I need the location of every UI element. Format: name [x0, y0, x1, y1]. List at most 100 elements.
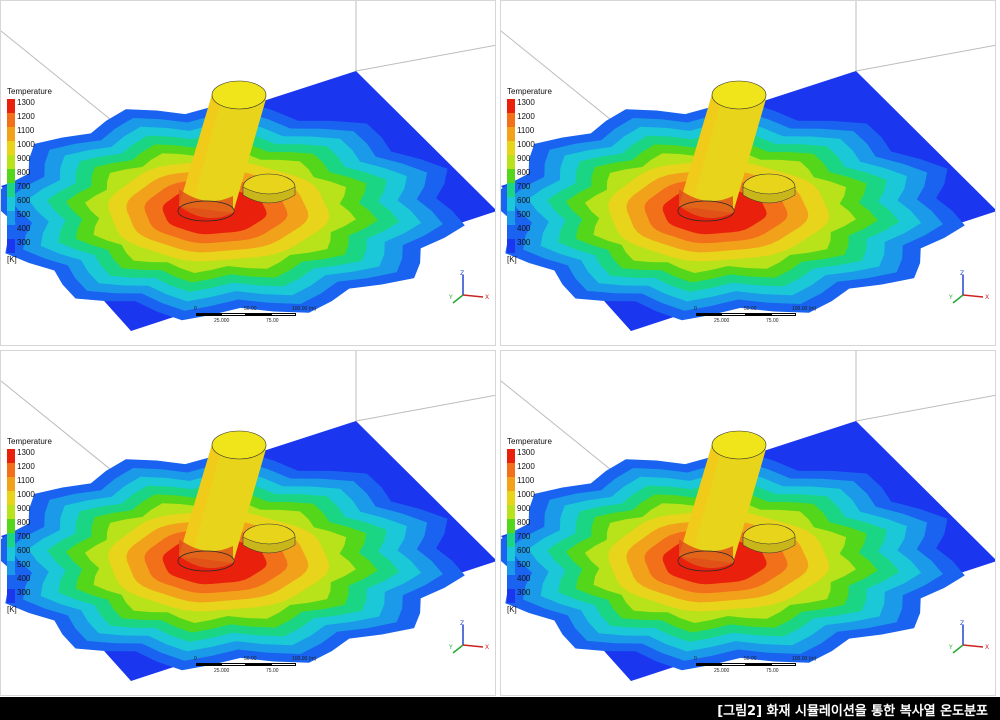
- scale-label-50: 50.00: [744, 306, 757, 312]
- temperature-legend: Temperature 1300 1200 1100 1000 900 800 700 600…: [507, 87, 552, 264]
- legend-color-band: [7, 589, 15, 603]
- scale-label-75: 75.00: [766, 318, 779, 324]
- side-disk: [242, 523, 296, 554]
- side-disk: [742, 523, 796, 554]
- legend-tick-label: 400: [17, 224, 31, 233]
- legend-tick-label: 600: [517, 546, 531, 555]
- temperature-legend: Temperature 1300 1200 1100 1000 900 800 700 600…: [507, 437, 552, 614]
- legend-color-band: [507, 127, 515, 141]
- scale-label-25: 25.000: [714, 318, 730, 324]
- scale-bar: 0 50.00 100.00 (m) 25.000 75.00: [694, 656, 826, 678]
- panel-bottom-right: Temperature 1300 1200 1100 1000 900 800 700 600…: [500, 350, 996, 696]
- axis-z-label: Z: [960, 620, 964, 627]
- thermal-scene: [1, 351, 495, 681]
- scale-label-100: 100.00 (m): [292, 306, 317, 312]
- legend-tick-label: 1100: [17, 476, 35, 485]
- legend-color-band: [507, 183, 515, 197]
- legend-color-band: [7, 547, 15, 561]
- scale-label-75: 75.00: [766, 668, 779, 674]
- legend-tick-label: 1300: [17, 98, 35, 107]
- legend-tick-label: 300: [17, 588, 31, 597]
- panel-top-right: Temperature 1300 1200 1100 1000 900 800 700 600…: [500, 0, 996, 346]
- legend-color-band: [7, 477, 15, 491]
- legend-color-band: [7, 463, 15, 477]
- legend-tick-label: 1200: [17, 112, 35, 121]
- scale-label-100: 100.00 (m): [792, 656, 817, 662]
- panel-bottom-left: Temperature 1300 1200 1100 1000 900 800 700 600…: [0, 350, 496, 696]
- legend-tick-label: 1300: [517, 448, 535, 457]
- legend-color-band: [7, 519, 15, 533]
- legend-color-band: [7, 533, 15, 547]
- thermal-scene: [1, 1, 495, 331]
- legend-tick-label: 900: [517, 504, 531, 513]
- legend-tick-label: 700: [17, 182, 31, 191]
- legend-tick-label: 500: [517, 560, 531, 569]
- legend-color-band: [507, 141, 515, 155]
- legend-color-band: [507, 491, 515, 505]
- scale-bar: 0 50.00 100.00 (m) 25.000 75.00: [194, 656, 326, 678]
- legend-color-band: [507, 547, 515, 561]
- legend-color-band: [7, 113, 15, 127]
- legend-tick-label: 700: [17, 532, 31, 541]
- legend-unit: [K]: [7, 255, 17, 264]
- legend-color-band: [507, 155, 515, 169]
- legend-title: Temperature: [507, 87, 552, 96]
- legend-color-band: [507, 463, 515, 477]
- legend-tick-label: 700: [517, 182, 531, 191]
- legend-tick-label: 1000: [517, 490, 535, 499]
- scale-label-0: 0: [694, 306, 697, 312]
- legend-color-band: [7, 211, 15, 225]
- legend-tick-label: 1200: [517, 462, 535, 471]
- scale-bar: 0 50.00 100.00 (m) 25.000 75.00: [694, 306, 826, 328]
- fire-column: [177, 430, 267, 572]
- legend-tick-label: 1300: [17, 448, 35, 457]
- scale-label-50: 50.00: [244, 306, 257, 312]
- legend-color-band: [507, 239, 515, 253]
- scale-label-25: 25.000: [714, 668, 730, 674]
- legend-color-band: [7, 449, 15, 463]
- thermal-scene: [501, 1, 995, 331]
- legend-tick-label: 900: [17, 504, 31, 513]
- axis-x-label: X: [485, 644, 489, 651]
- axis-y-label: Y: [949, 294, 953, 301]
- scale-label-75: 75.00: [266, 668, 279, 674]
- fire-column: [677, 430, 767, 572]
- caption-bar: [그림2] 화재 시뮬레이션을 통한 복사열 온도분포: [0, 697, 1000, 720]
- temperature-legend: Temperature 1300 1200 1100 1000 900 800 700 600…: [7, 87, 52, 264]
- axis-x-label: X: [985, 294, 989, 301]
- side-disk: [742, 173, 796, 204]
- legend-color-band: [7, 127, 15, 141]
- legend-color-band: [7, 155, 15, 169]
- legend-color-band: [7, 183, 15, 197]
- legend-tick-label: 400: [517, 574, 531, 583]
- legend-color-band: [507, 477, 515, 491]
- legend-color-band: [507, 561, 515, 575]
- axis-x-label: X: [985, 644, 989, 651]
- panel-top-left: Temperature 1300 1200 1100 1000 900 800 700 600…: [0, 0, 496, 346]
- axis-triad: Z X Y: [449, 270, 489, 304]
- legend-tick-label: 500: [517, 210, 531, 219]
- legend-color-band: [7, 169, 15, 183]
- legend-color-band: [507, 505, 515, 519]
- legend-color-band: [507, 519, 515, 533]
- legend-tick-label: 300: [17, 238, 31, 247]
- scale-label-100: 100.00 (m): [792, 306, 817, 312]
- legend-color-band: [507, 225, 515, 239]
- axis-triad: Z X Y: [949, 620, 989, 654]
- legend-title: Temperature: [7, 437, 52, 446]
- side-disk: [242, 173, 296, 204]
- legend-tick-label: 1000: [17, 490, 35, 499]
- legend-color-band: [7, 575, 15, 589]
- legend-tick-label: 1100: [517, 126, 535, 135]
- axis-triad: Z X Y: [949, 270, 989, 304]
- legend-tick-label: 1300: [517, 98, 535, 107]
- legend-tick-label: 600: [17, 196, 31, 205]
- axis-z-label: Z: [460, 620, 464, 627]
- axis-y-label: Y: [449, 644, 453, 651]
- legend-tick-label: 600: [17, 546, 31, 555]
- legend-title: Temperature: [507, 437, 552, 446]
- legend-unit: [K]: [507, 605, 517, 614]
- legend-color-band: [507, 575, 515, 589]
- scale-label-75: 75.00: [266, 318, 279, 324]
- legend-color-band: [507, 99, 515, 113]
